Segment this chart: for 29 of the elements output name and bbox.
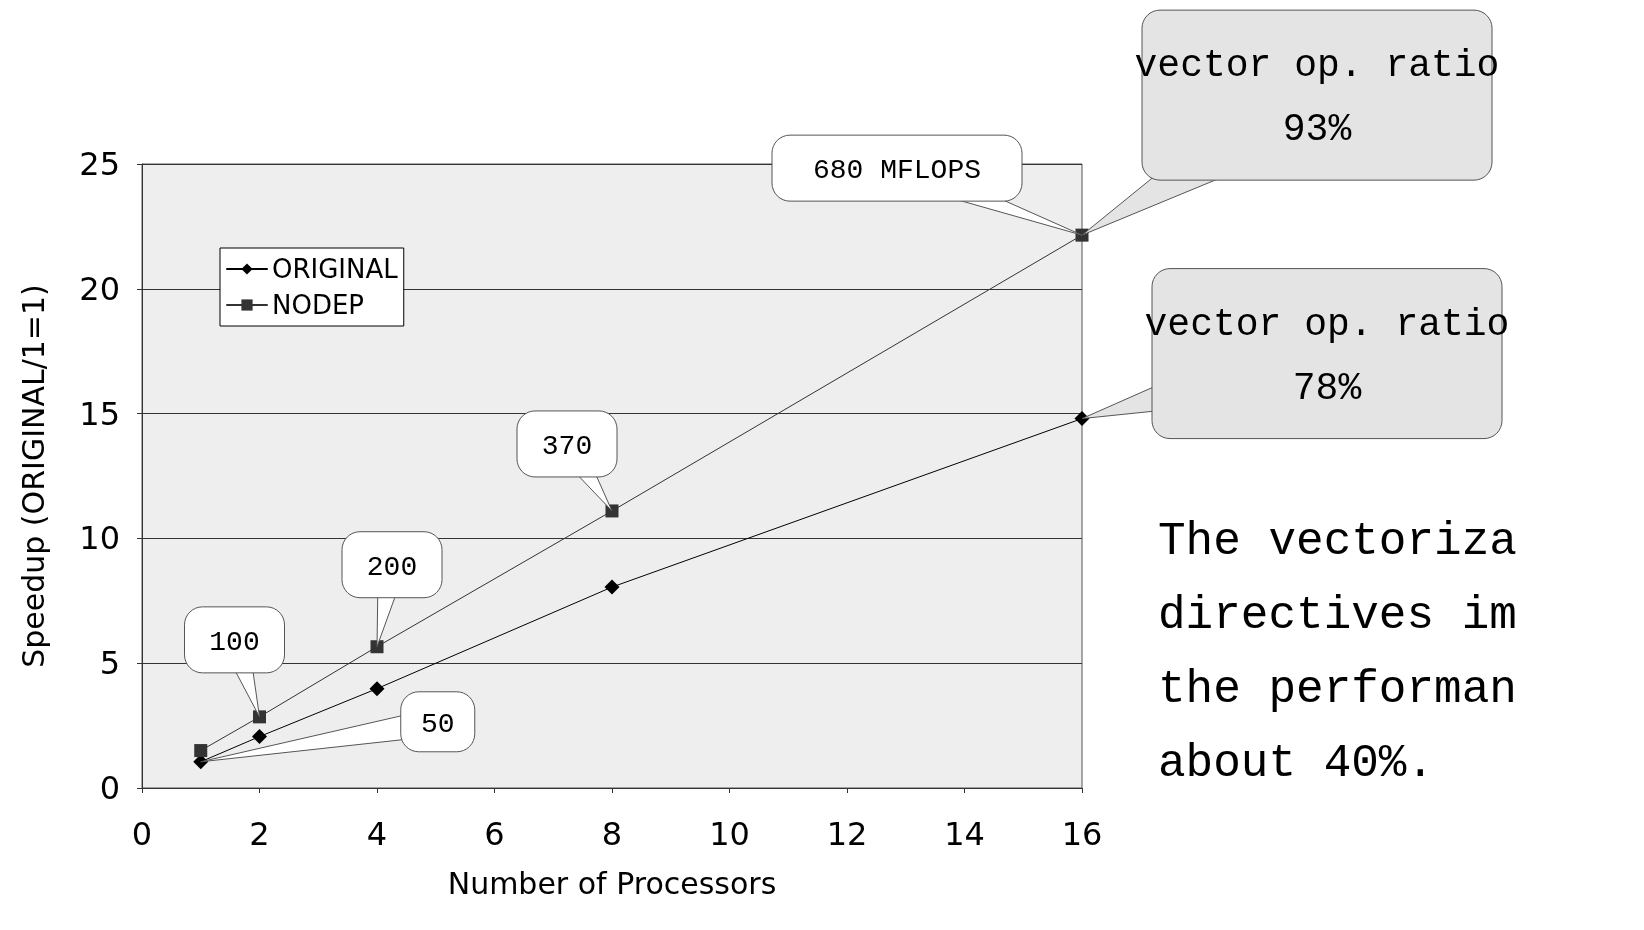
x-tick-label: 4	[366, 815, 388, 853]
y-tick-label: 15	[79, 394, 120, 433]
x-tick-label: 14	[944, 815, 985, 853]
y-axis-title: Speedup (ORIGINAL/1=1)	[15, 284, 51, 668]
legend-label: ORIGINAL	[272, 254, 399, 284]
annotation: 370	[541, 430, 593, 462]
y-tick-label: 25	[79, 145, 120, 183]
point	[252, 729, 267, 745]
x-tick-label: 0	[131, 815, 153, 853]
point	[369, 681, 385, 697]
y-tick-label: 0	[99, 769, 120, 807]
point	[194, 744, 208, 758]
x-axis-title: Number of Processors	[447, 865, 777, 901]
x-tick-label: 12	[826, 815, 868, 853]
y-tick-label: 5	[99, 644, 120, 683]
annotation: 680 MFLOPS	[812, 154, 982, 186]
text: The vectoriza directives im the performan about 40%.	[1158, 516, 1517, 790]
x-tick-label: 6	[484, 815, 505, 853]
y-tick-label: 20	[79, 269, 120, 308]
x-tick-label: 16	[1061, 815, 1103, 853]
y-tick-label: 10	[79, 519, 120, 558]
point	[604, 579, 620, 595]
x-tick-label: 10	[709, 815, 750, 853]
legend-label: NODEP	[272, 290, 365, 320]
annotation: vector op. ratio 78%	[1144, 302, 1510, 410]
x-tick-label: 8	[601, 815, 623, 853]
annotation: vector op. ratio 93%	[1134, 44, 1500, 152]
x-tick-label: 2	[249, 815, 270, 853]
annotation: 50	[420, 708, 455, 740]
